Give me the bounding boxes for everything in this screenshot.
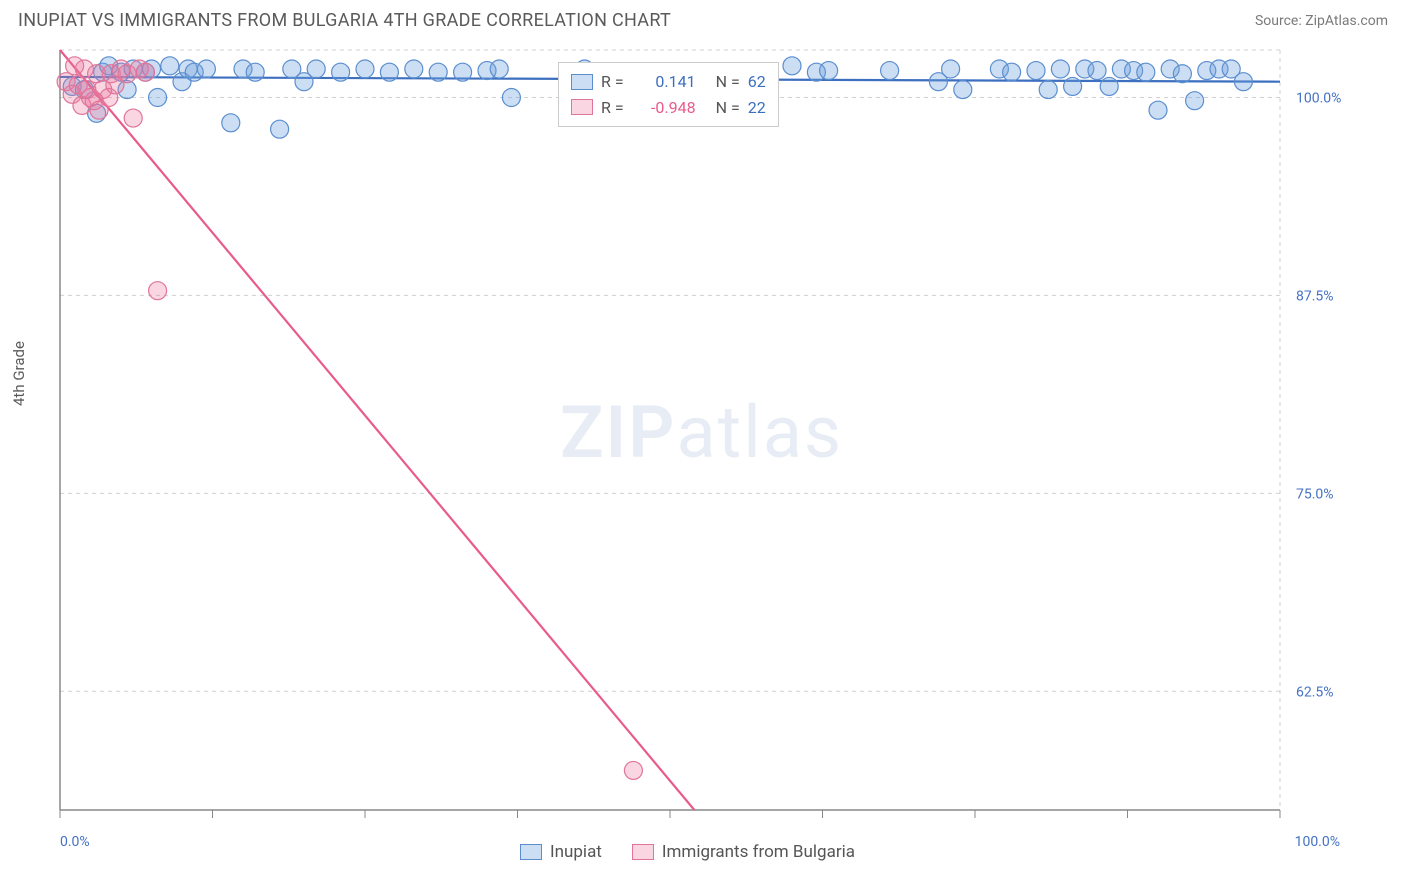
svg-text:75.0%: 75.0% bbox=[1296, 486, 1334, 502]
n-value: 62 bbox=[748, 69, 766, 95]
legend-series: Inupiat Immigrants from Bulgaria bbox=[520, 842, 855, 862]
r-label: R = bbox=[601, 69, 624, 95]
r-value: 0.141 bbox=[632, 69, 696, 95]
legend-swatch bbox=[632, 844, 654, 860]
n-value: 22 bbox=[748, 95, 766, 121]
legend-swatch bbox=[571, 74, 593, 90]
legend-stats-row: R = 0.141 N = 62 bbox=[571, 69, 766, 95]
correlation-chart: 62.5% 75.0% 87.5% 100.0% 0.0% 100.0% bbox=[0, 0, 1406, 892]
n-label: N = bbox=[716, 95, 740, 121]
n-label: N = bbox=[716, 69, 740, 95]
legend-series-item: Inupiat bbox=[520, 842, 602, 862]
legend-series-name: Inupiat bbox=[550, 842, 602, 862]
svg-text:100.0%: 100.0% bbox=[1296, 91, 1341, 107]
legend-stats: R = 0.141 N = 62 R = -0.948 N = 22 bbox=[558, 62, 779, 127]
svg-text:0.0%: 0.0% bbox=[60, 834, 90, 850]
r-value: -0.948 bbox=[632, 95, 696, 121]
legend-stats-row: R = -0.948 N = 22 bbox=[571, 95, 766, 121]
legend-series-name: Immigrants from Bulgaria bbox=[662, 842, 855, 862]
legend-swatch bbox=[520, 844, 542, 860]
svg-text:100.0%: 100.0% bbox=[1295, 834, 1340, 850]
legend-series-item: Immigrants from Bulgaria bbox=[632, 842, 855, 862]
r-label: R = bbox=[601, 95, 624, 121]
svg-text:87.5%: 87.5% bbox=[1296, 288, 1334, 304]
legend-swatch bbox=[571, 99, 593, 115]
svg-text:62.5%: 62.5% bbox=[1296, 684, 1334, 700]
